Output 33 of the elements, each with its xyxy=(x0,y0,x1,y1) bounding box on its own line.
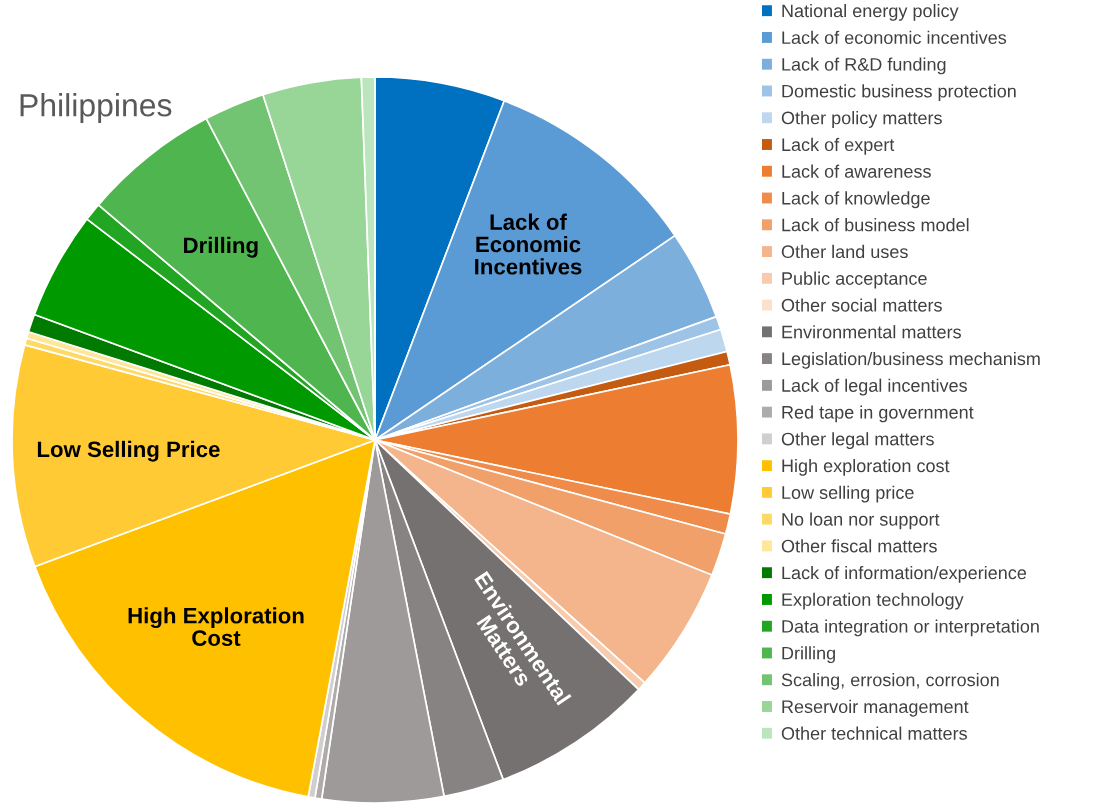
legend-label: Lack of legal incentives xyxy=(782,378,967,396)
text: Philippines xyxy=(20,93,172,123)
legend-label: Lack of R&D funding xyxy=(782,57,946,75)
legend-label: Domestic business protection xyxy=(782,84,1016,102)
legend-label: Lack of business model xyxy=(782,218,969,232)
legend-label: Exploration technology xyxy=(782,592,964,610)
legend-label: Other social matters xyxy=(781,298,942,312)
legend-label: Other legal matters xyxy=(781,432,934,450)
text: High Exploration Cost xyxy=(128,607,304,646)
slice-label: Drilling xyxy=(184,236,258,258)
legend-label: Data integration or interpretation xyxy=(782,619,1039,637)
text: Low Selling Price xyxy=(37,440,220,462)
legend-label: Other policy matters xyxy=(781,111,942,128)
legend-label: Other fiscal matters xyxy=(781,539,937,553)
legend-label: Lack of awareness xyxy=(782,164,931,178)
legend-label: Environmental matters xyxy=(782,325,961,339)
legend-label: Lack of expert xyxy=(782,137,895,155)
legend-label: Low selling price xyxy=(782,485,914,503)
legend-label: Other land uses xyxy=(781,244,908,259)
legend-label: Lack of economic incentives xyxy=(782,30,1007,45)
legend-label: No loan nor support xyxy=(782,512,940,530)
legend-label: Other technical matters xyxy=(781,726,967,740)
legend-label: Lack of knowledge xyxy=(782,191,930,209)
legend-label: Red tape in government xyxy=(782,405,974,423)
legend-label: Lack of information/experience xyxy=(782,566,1027,583)
legend-label: Legislation/business mechanism xyxy=(782,351,1040,369)
legend-label: Scaling, errosion, corrosion xyxy=(781,673,999,690)
legend-label: Drilling xyxy=(782,646,835,664)
legend-label: National energy policy xyxy=(782,4,959,21)
legend-label: Reservoir management xyxy=(782,699,969,717)
text: Lack of Economic Incentives xyxy=(475,213,582,275)
legend-label: High exploration cost xyxy=(782,458,950,476)
legend-label: Public acceptance xyxy=(782,271,927,289)
